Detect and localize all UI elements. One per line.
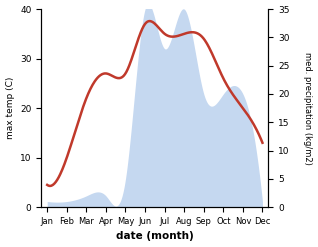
- Y-axis label: med. precipitation (kg/m2): med. precipitation (kg/m2): [303, 52, 313, 165]
- X-axis label: date (month): date (month): [116, 231, 194, 242]
- Y-axis label: max temp (C): max temp (C): [5, 77, 15, 139]
